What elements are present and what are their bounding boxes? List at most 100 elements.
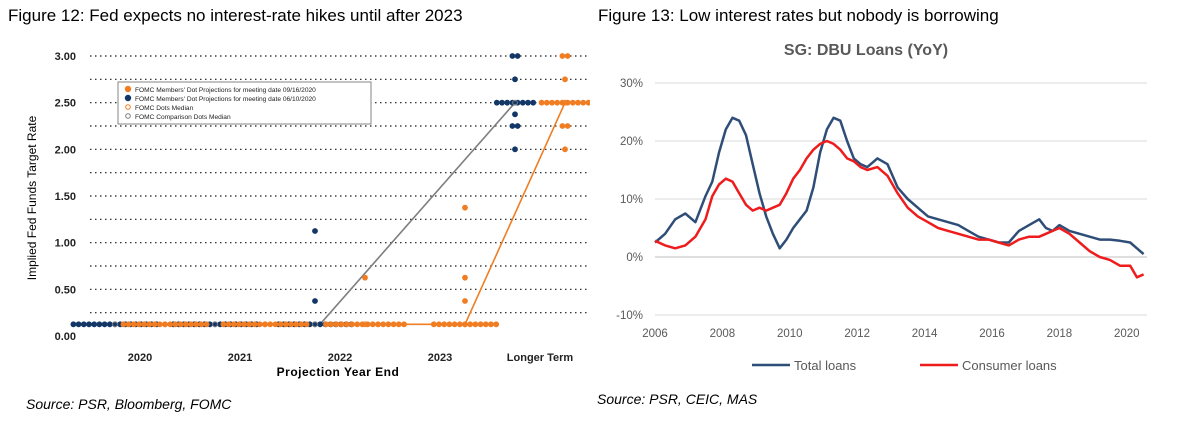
- dot-sep-2020: [193, 321, 200, 328]
- dot-sep-2020: [559, 123, 566, 129]
- dot-sep-2020: [282, 321, 289, 328]
- dot-sep-2020: [251, 321, 258, 328]
- comparison-median-marker: [312, 321, 318, 328]
- dot-sep-2020: [375, 321, 381, 328]
- dot-sep-2020: [172, 321, 179, 328]
- legend-marker: [125, 113, 131, 119]
- dot-sep-2020: [369, 321, 376, 328]
- dot-sep-2020: [354, 321, 361, 328]
- legend-label: FOMC Comparison Dots Median: [135, 114, 231, 121]
- dot-jun-2020: [509, 53, 516, 59]
- dot-sep-2020: [141, 321, 148, 328]
- dot-sep-2020: [288, 321, 294, 328]
- dot-jun-2020: [512, 146, 518, 153]
- dot-sep-2020: [225, 321, 232, 328]
- dot-sep-2020: [125, 321, 132, 328]
- dbu-loans-lines: [654, 116, 1145, 279]
- y-tick-label: 2.00: [55, 144, 76, 156]
- dot-jun-2020: [514, 123, 521, 129]
- y-tick-label: 3.00: [55, 51, 76, 63]
- dot-sep-2020: [333, 321, 340, 328]
- figure-13-caption: Figure 13: Low interest rates but nobody…: [598, 6, 999, 25]
- dot-sep-2020: [328, 321, 335, 328]
- dot-jun-2020: [514, 53, 521, 59]
- legend-marker: [125, 104, 131, 110]
- y-tick-label: 1.00: [55, 238, 76, 250]
- dot-sep-2020: [580, 99, 587, 106]
- dot-sep-2020: [472, 321, 479, 328]
- dot-sep-2020: [349, 321, 355, 328]
- x-tick-label: 2016: [979, 328, 1005, 340]
- dot-sep-2020: [462, 274, 468, 281]
- dot-sep-2020: [156, 321, 163, 328]
- y-tick-label: 0.50: [55, 284, 76, 296]
- sep-median-marker: [462, 321, 468, 328]
- dot-sep-2020: [267, 321, 274, 328]
- dbu-loans-chart-title: SG: DBU Loans (YoY): [784, 42, 948, 59]
- dot-sep-2020: [390, 321, 397, 328]
- x-tick-label: 2010: [777, 328, 803, 340]
- dot-sep-2020: [303, 321, 310, 328]
- dot-sep-2020: [451, 321, 458, 328]
- dot-jun-2020: [317, 321, 324, 328]
- figure-12-source: Source: PSR, Bloomberg, FOMC: [26, 396, 232, 412]
- dot-jun-2020: [525, 99, 531, 106]
- comparison-median-line: [120, 102, 516, 326]
- y-tick-label: 10%: [620, 194, 643, 206]
- figure-13-source: Source: PSR, CEIC, MAS: [597, 391, 758, 407]
- legend-label: FOMC Dots Median: [135, 105, 194, 112]
- dot-sep-2020: [562, 76, 568, 83]
- y-tick-label: 20%: [620, 136, 643, 148]
- dot-sep-2020: [177, 321, 184, 328]
- dot-sep-2020: [462, 204, 468, 211]
- dot-plot-median-lines: [120, 102, 566, 326]
- dot-sep-2020: [554, 99, 561, 106]
- dot-jun-2020: [509, 123, 516, 129]
- sep-median-marker: [362, 321, 368, 328]
- legend-marker: [124, 85, 132, 93]
- dot-jun-2020: [101, 321, 108, 328]
- dot-plot-axes: 0.00 0.50 1.00 1.50 2.00 2.50 3.00 2020 2021 2022…: [55, 51, 574, 364]
- sep-median-marker: [562, 99, 568, 106]
- dot-sep-2020: [482, 321, 489, 328]
- x-tick-label: 2023: [428, 352, 452, 364]
- dot-jun-2020: [519, 99, 526, 106]
- dot-sep-2020: [136, 321, 142, 328]
- y-tick-label: 0.00: [55, 331, 76, 343]
- dot-sep-2020: [456, 321, 463, 328]
- dot-plot-x-axis-label: Projection Year End: [277, 365, 400, 379]
- x-tick-label: 2006: [642, 328, 668, 340]
- x-tick-label: Longer Term: [507, 352, 574, 364]
- dot-sep-2020: [151, 321, 158, 328]
- comparison-median-marker: [212, 321, 218, 328]
- dot-sep-2020: [256, 321, 263, 328]
- comparison-median-marker: [512, 99, 518, 106]
- sep-median-marker: [262, 321, 268, 328]
- dot-plot-dots: [70, 53, 590, 328]
- x-tick-label: 2008: [710, 328, 736, 340]
- dot-plot-chart: 0.00 0.50 1.00 1.50 2.00 2.50 3.00 2020 2021 2022…: [25, 51, 590, 379]
- dot-sep-2020: [277, 321, 284, 328]
- dot-sep-2020: [188, 321, 194, 328]
- dot-sep-2020: [203, 321, 210, 328]
- dot-sep-2020: [272, 321, 279, 328]
- dbu-loans-legend: Total loans Consumer loans: [752, 358, 1057, 373]
- dot-plot-legend: FOMC Members' Dot Projections for meetin…: [117, 81, 372, 125]
- dot-sep-2020: [585, 99, 590, 106]
- dot-sep-2020: [380, 321, 387, 328]
- figure-12-caption: Figure 12: Fed expects no interest-rate …: [8, 6, 463, 25]
- dot-sep-2020: [493, 321, 500, 328]
- x-tick-label: 2012: [844, 328, 870, 340]
- dot-jun-2020: [91, 321, 98, 328]
- dot-sep-2020: [338, 321, 345, 328]
- y-tick-label: 30%: [620, 78, 643, 90]
- y-tick-label: 1.50: [55, 191, 76, 203]
- x-tick-label: 2014: [912, 328, 938, 340]
- dot-sep-2020: [467, 321, 474, 328]
- x-tick-label: 2021: [228, 352, 252, 364]
- dot-sep-2020: [543, 99, 550, 106]
- dot-sep-2020: [477, 321, 484, 328]
- dot-sep-2020: [446, 321, 453, 328]
- dot-jun-2020: [70, 321, 77, 328]
- dot-sep-2020: [436, 321, 442, 328]
